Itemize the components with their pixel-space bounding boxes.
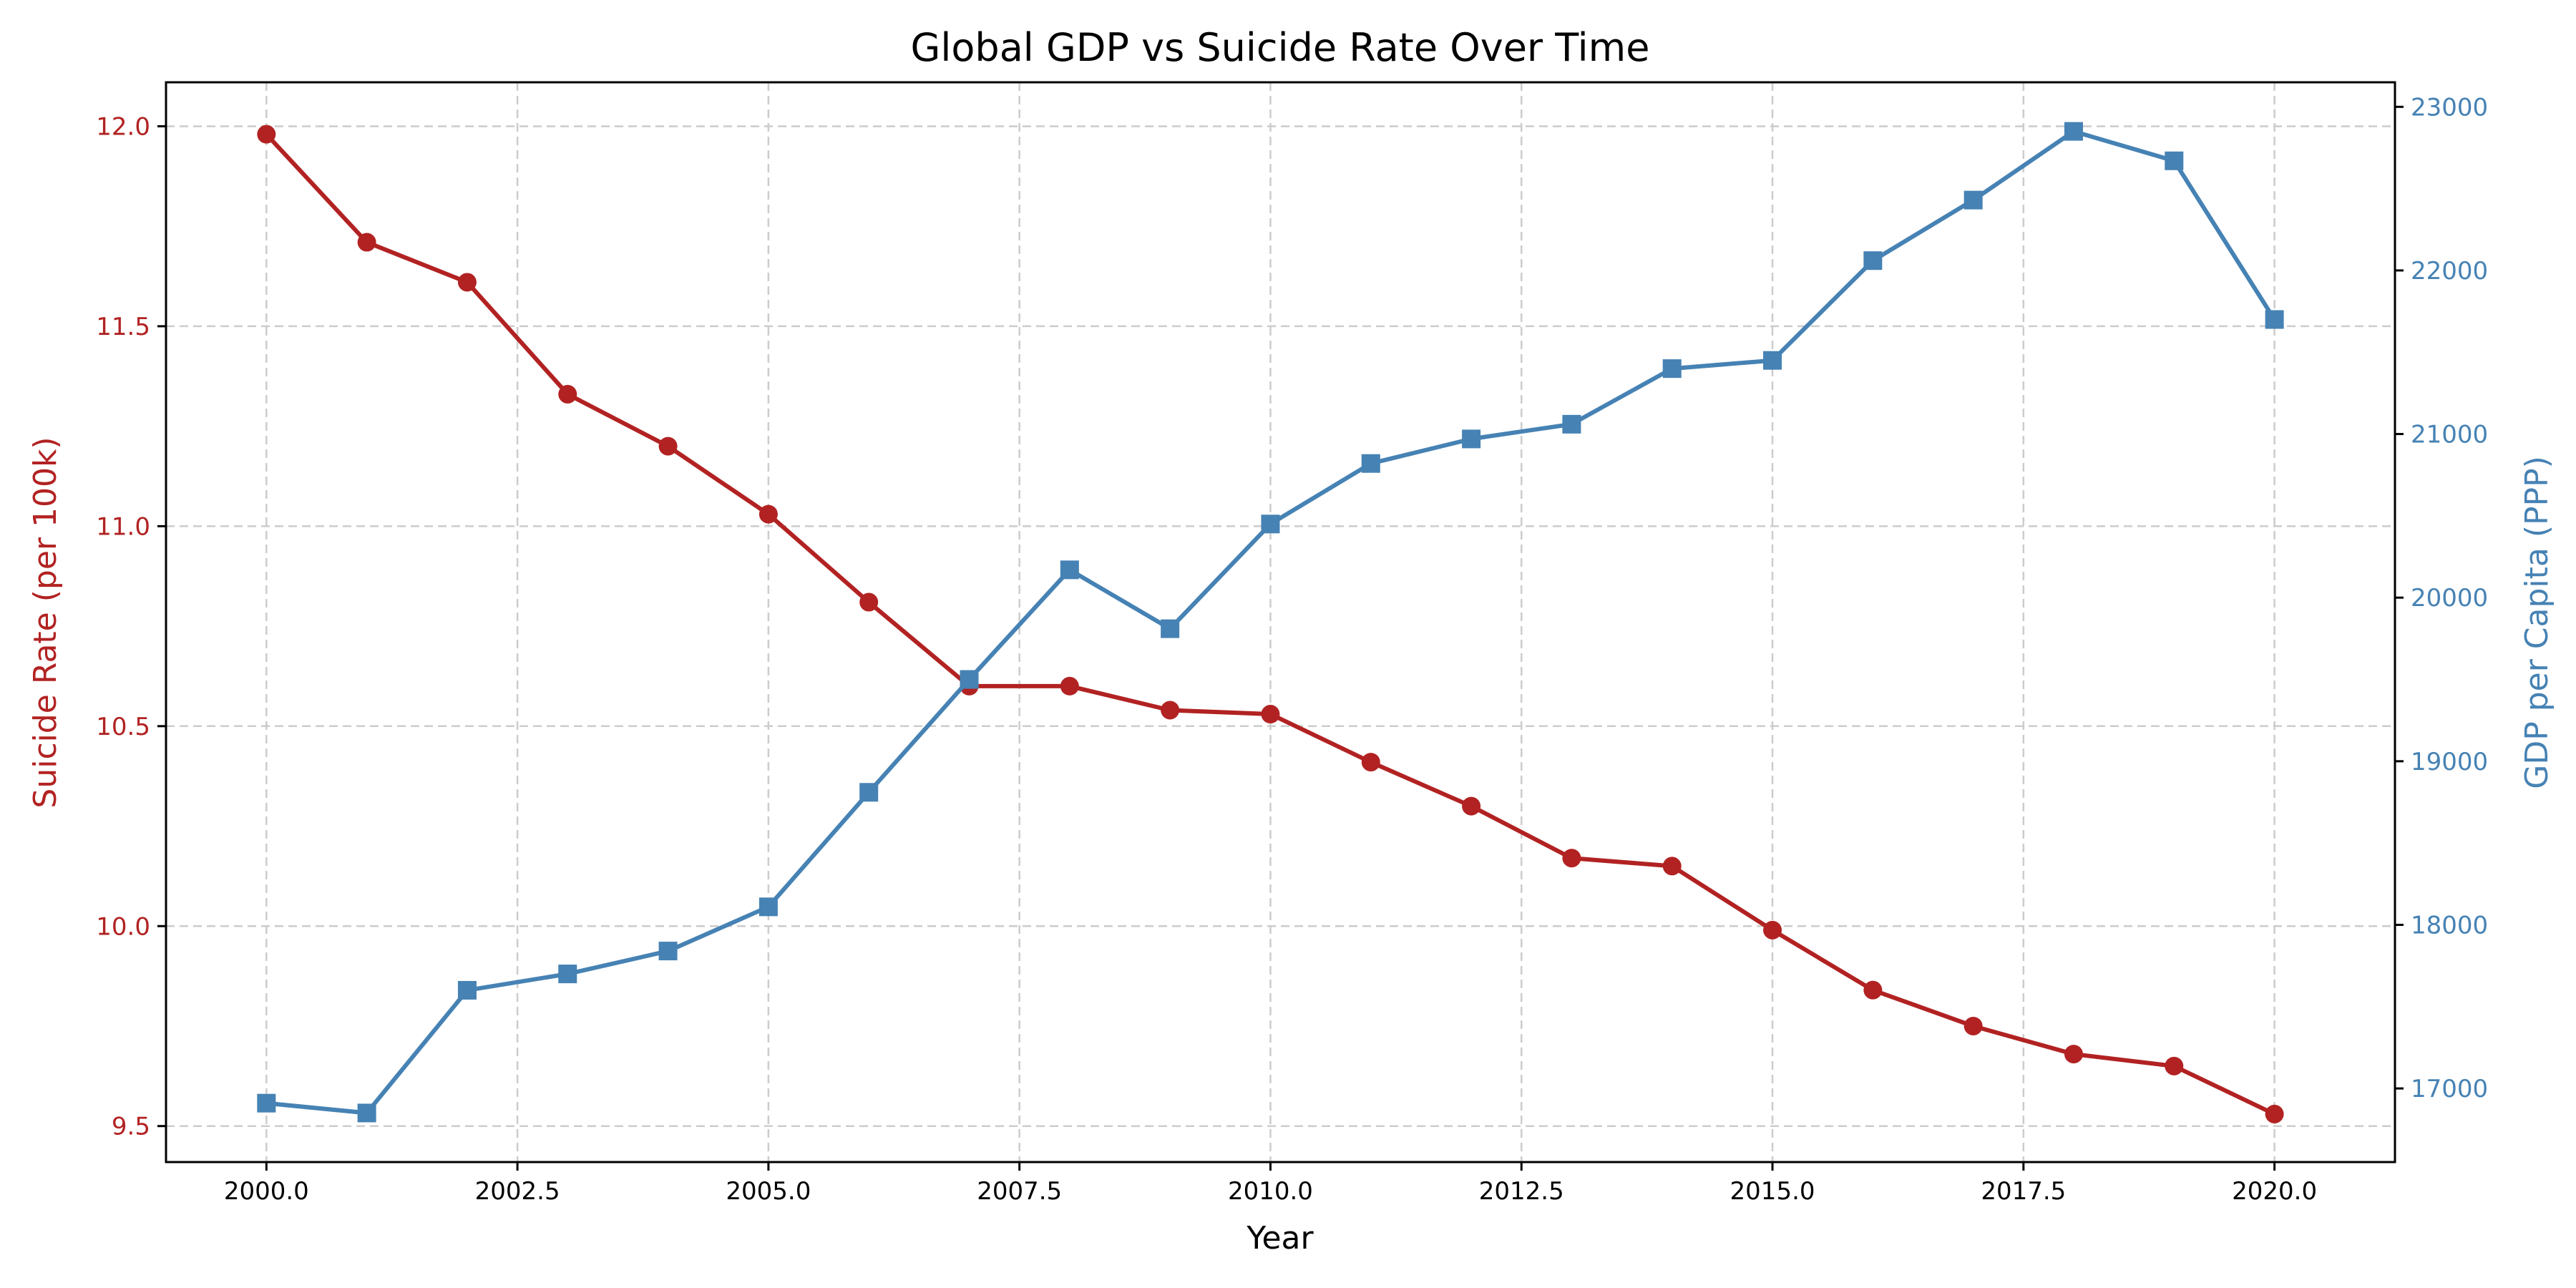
- suicide-rate-point: [1261, 705, 1280, 724]
- grid-layer: [166, 82, 2395, 1162]
- suicide-rate-point: [357, 233, 376, 252]
- y-right-tick-label: 17000: [2411, 1075, 2488, 1103]
- y-left-tick-label: 9.5: [112, 1113, 150, 1141]
- x-tick-label: 2012.5: [1479, 1177, 1564, 1206]
- y-right-tick-label: 18000: [2411, 911, 2488, 940]
- x-tick-label: 2015.0: [1730, 1177, 1815, 1206]
- suicide-rate-point: [2165, 1056, 2184, 1075]
- suicide-rate-point: [1763, 920, 1782, 940]
- series-layer: [257, 122, 2284, 1123]
- y-right-tick-label: 20000: [2411, 584, 2488, 613]
- suicide-rate-point: [558, 384, 577, 404]
- y-right-tick-label: 22000: [2411, 257, 2488, 286]
- y-right-tick-label: 21000: [2411, 421, 2488, 449]
- x-tick-label: 2005.0: [726, 1177, 811, 1206]
- y-left-tick-label: 12.0: [96, 112, 150, 141]
- y-right-tick-label: 19000: [2411, 748, 2488, 776]
- x-tick-label: 2017.5: [1981, 1177, 2066, 1206]
- suicide-rate-point: [1161, 701, 1180, 720]
- x-tick-label: 2000.0: [224, 1177, 309, 1206]
- axis-layer: 2000.0 2002.5 2005.0 2007.5 2010.0 2012.5 2015…: [96, 93, 2488, 1206]
- suicide-rate-point: [1562, 849, 1581, 868]
- suicide-rate-point: [859, 592, 879, 612]
- suicide-rate-point: [2064, 1045, 2083, 1064]
- gdp-point: [1060, 560, 1079, 580]
- y-left-tick-label: 10.5: [96, 713, 150, 741]
- gdp-point: [357, 1103, 376, 1123]
- y-left-tick-label: 10.0: [96, 912, 150, 941]
- gdp-point: [1361, 454, 1380, 473]
- gdp-point: [1863, 251, 1883, 270]
- gdp-point: [2165, 151, 2184, 170]
- suicide-rate-point: [1863, 980, 1883, 1000]
- gdp-point: [257, 1093, 276, 1113]
- suicide-rate-point: [257, 125, 276, 144]
- x-tick-label: 2020.0: [2232, 1177, 2317, 1206]
- suicide-rate-point: [758, 504, 778, 524]
- gdp-point: [558, 965, 577, 984]
- gdp-point: [1662, 359, 1682, 379]
- x-tick-label: 2007.5: [977, 1177, 1062, 1206]
- y-right-axis-title: GDP per Capita (PPP): [2519, 456, 2555, 789]
- gdp-point: [859, 783, 879, 802]
- suicide-rate-point: [1361, 753, 1380, 772]
- x-tick-label: 2002.5: [475, 1177, 560, 1206]
- y-left-tick-label: 11.0: [96, 512, 150, 541]
- plot-frame: [165, 81, 2396, 1163]
- y-right-tick-label: 23000: [2411, 93, 2488, 122]
- gdp-point: [457, 980, 477, 1000]
- y-left-axis-title: Suicide Rate (per 100k): [27, 436, 64, 808]
- gdp-point: [658, 942, 678, 961]
- gdp-point: [960, 670, 979, 689]
- chart-title: Global GDP vs Suicide Rate Over Time: [911, 25, 1650, 70]
- gdp-point: [758, 897, 778, 917]
- suicide-rate-point: [1462, 796, 1481, 816]
- gdp-point: [1462, 429, 1481, 449]
- suicide-rate-point: [1060, 676, 1079, 696]
- suicide-rate-point: [2265, 1104, 2284, 1123]
- x-tick-label: 2010.0: [1228, 1177, 1313, 1206]
- gdp-point: [1763, 351, 1782, 370]
- x-axis-title: Year: [1246, 1220, 1314, 1257]
- gdp-point: [2064, 122, 2083, 141]
- suicide-rate-point: [457, 273, 477, 292]
- suicide-rate-point: [1963, 1016, 1983, 1035]
- suicide-rate-point: [658, 436, 678, 456]
- gdp-point: [1562, 414, 1581, 434]
- gdp-point: [1261, 514, 1280, 534]
- gdp-point: [1161, 619, 1180, 638]
- y-left-tick-label: 11.5: [96, 313, 150, 341]
- gdp-point: [1963, 190, 1983, 210]
- gdp-point: [2265, 310, 2284, 329]
- suicide-rate-point: [1662, 857, 1682, 876]
